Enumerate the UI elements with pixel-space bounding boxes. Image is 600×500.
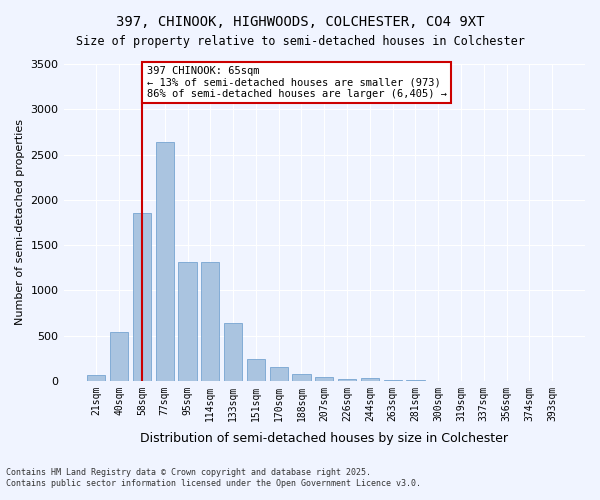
Bar	[224, 323, 242, 381]
Bar	[383, 380, 402, 381]
Bar	[201, 262, 220, 381]
Bar	[247, 359, 265, 381]
Text: Size of property relative to semi-detached houses in Colchester: Size of property relative to semi-detach…	[76, 35, 524, 48]
Bar	[133, 214, 151, 381]
X-axis label: Distribution of semi-detached houses by size in Colchester: Distribution of semi-detached houses by …	[140, 432, 508, 445]
Bar	[87, 376, 106, 381]
Bar	[269, 367, 288, 381]
Bar	[155, 142, 174, 381]
Text: 397, CHINOOK, HIGHWOODS, COLCHESTER, CO4 9XT: 397, CHINOOK, HIGHWOODS, COLCHESTER, CO4…	[116, 15, 484, 29]
Bar	[315, 377, 334, 381]
Bar	[178, 262, 197, 381]
Bar	[361, 378, 379, 381]
Text: 397 CHINOOK: 65sqm
← 13% of semi-detached houses are smaller (973)
86% of semi-d: 397 CHINOOK: 65sqm ← 13% of semi-detache…	[146, 66, 446, 99]
Text: Contains HM Land Registry data © Crown copyright and database right 2025.
Contai: Contains HM Land Registry data © Crown c…	[6, 468, 421, 487]
Y-axis label: Number of semi-detached properties: Number of semi-detached properties	[15, 120, 25, 326]
Bar	[110, 332, 128, 381]
Bar	[292, 374, 311, 381]
Bar	[338, 379, 356, 381]
